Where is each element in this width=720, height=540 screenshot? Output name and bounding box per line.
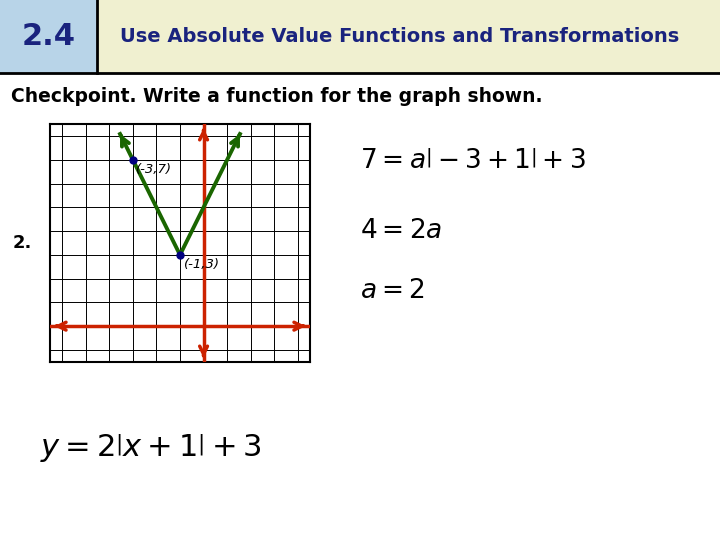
Text: (-3,7): (-3,7) — [136, 163, 172, 176]
Text: $y=2\left|x+1\right|+3$: $y=2\left|x+1\right|+3$ — [40, 432, 261, 464]
Bar — [97, 0, 720, 73]
Text: Use Absolute Value Functions and Transformations: Use Absolute Value Functions and Transfo… — [120, 27, 679, 46]
Bar — [0, 0, 97, 73]
Text: $7=a\left|-3+1\right|+3$: $7=a\left|-3+1\right|+3$ — [360, 150, 586, 174]
Text: 2.: 2. — [13, 234, 32, 252]
Text: (-1,3): (-1,3) — [184, 258, 220, 271]
Text: 2.4: 2.4 — [22, 22, 76, 51]
Text: $a=2$: $a=2$ — [360, 280, 425, 303]
Text: $4=2a$: $4=2a$ — [360, 220, 442, 244]
Text: Checkpoint. Write a function for the graph shown.: Checkpoint. Write a function for the gra… — [11, 87, 542, 106]
